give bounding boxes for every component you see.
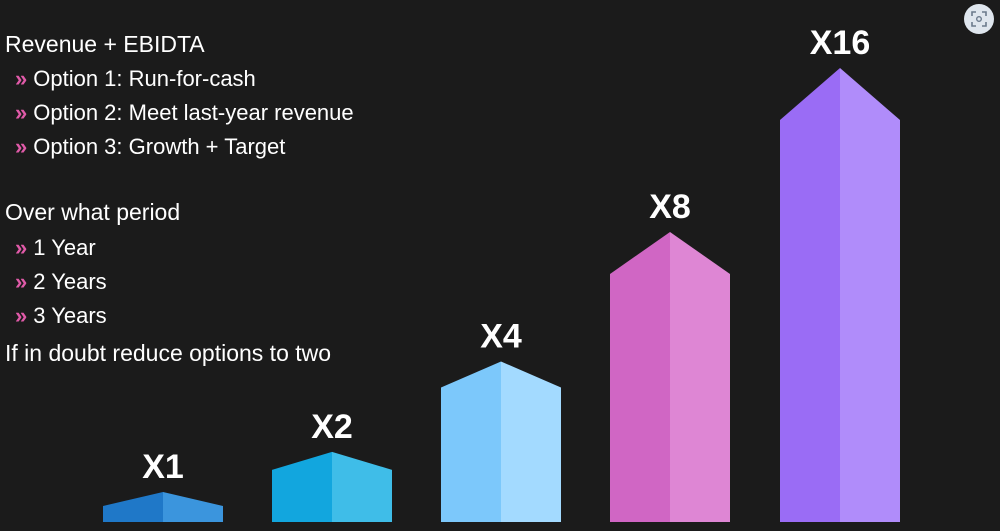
option-1-item: » Option 1: Run-for-cash xyxy=(15,66,256,92)
period-3-item: » 3 Years xyxy=(15,303,107,329)
period-1-label: 1 Year xyxy=(33,235,96,260)
bullet-mark: » xyxy=(15,235,28,260)
bar-X8-left xyxy=(610,232,670,522)
option-1-label: Option 1: Run-for-cash xyxy=(33,66,256,91)
option-2-item: » Option 2: Meet last-year revenue xyxy=(15,100,354,126)
option-3-item: » Option 3: Growth + Target xyxy=(15,134,285,160)
bullet-mark: » xyxy=(15,134,28,159)
bullet-mark: » xyxy=(15,303,28,328)
data-label-X2: X2 xyxy=(311,408,353,446)
period-2-item: » 2 Years xyxy=(15,269,107,295)
bar-X4-left xyxy=(441,361,501,522)
bar-X1-left xyxy=(103,492,163,522)
bar-X2-right xyxy=(332,451,392,522)
period-3-label: 3 Years xyxy=(33,303,107,328)
bar-X2-left xyxy=(272,451,332,522)
option-3-label: Option 3: Growth + Target xyxy=(33,134,286,159)
bullet-mark: » xyxy=(15,269,28,294)
period-2-label: 2 Years xyxy=(33,269,107,294)
bar-X16-left xyxy=(780,68,840,522)
bullet-mark: » xyxy=(15,66,28,91)
heading-period: Over what period xyxy=(5,199,181,225)
bar-X4-right xyxy=(501,361,561,522)
heading-revenue: Revenue + EBIDTA xyxy=(5,31,205,57)
bar-X16-right xyxy=(840,68,900,522)
bar-X8-right xyxy=(670,232,730,522)
data-label-X8: X8 xyxy=(649,188,691,226)
bullet-mark: » xyxy=(15,100,28,125)
data-label-X16: X16 xyxy=(810,24,871,62)
data-label-X1: X1 xyxy=(142,448,184,486)
data-label-X4: X4 xyxy=(480,317,522,355)
scan-glyph xyxy=(971,11,987,27)
option-2-label: Option 2: Meet last-year revenue xyxy=(33,100,354,125)
bar-X1-right xyxy=(163,492,223,522)
screenshot-scan-icon[interactable] xyxy=(964,4,994,34)
period-1-item: » 1 Year xyxy=(15,235,96,261)
footer-note: If in doubt reduce options to two xyxy=(5,340,332,366)
